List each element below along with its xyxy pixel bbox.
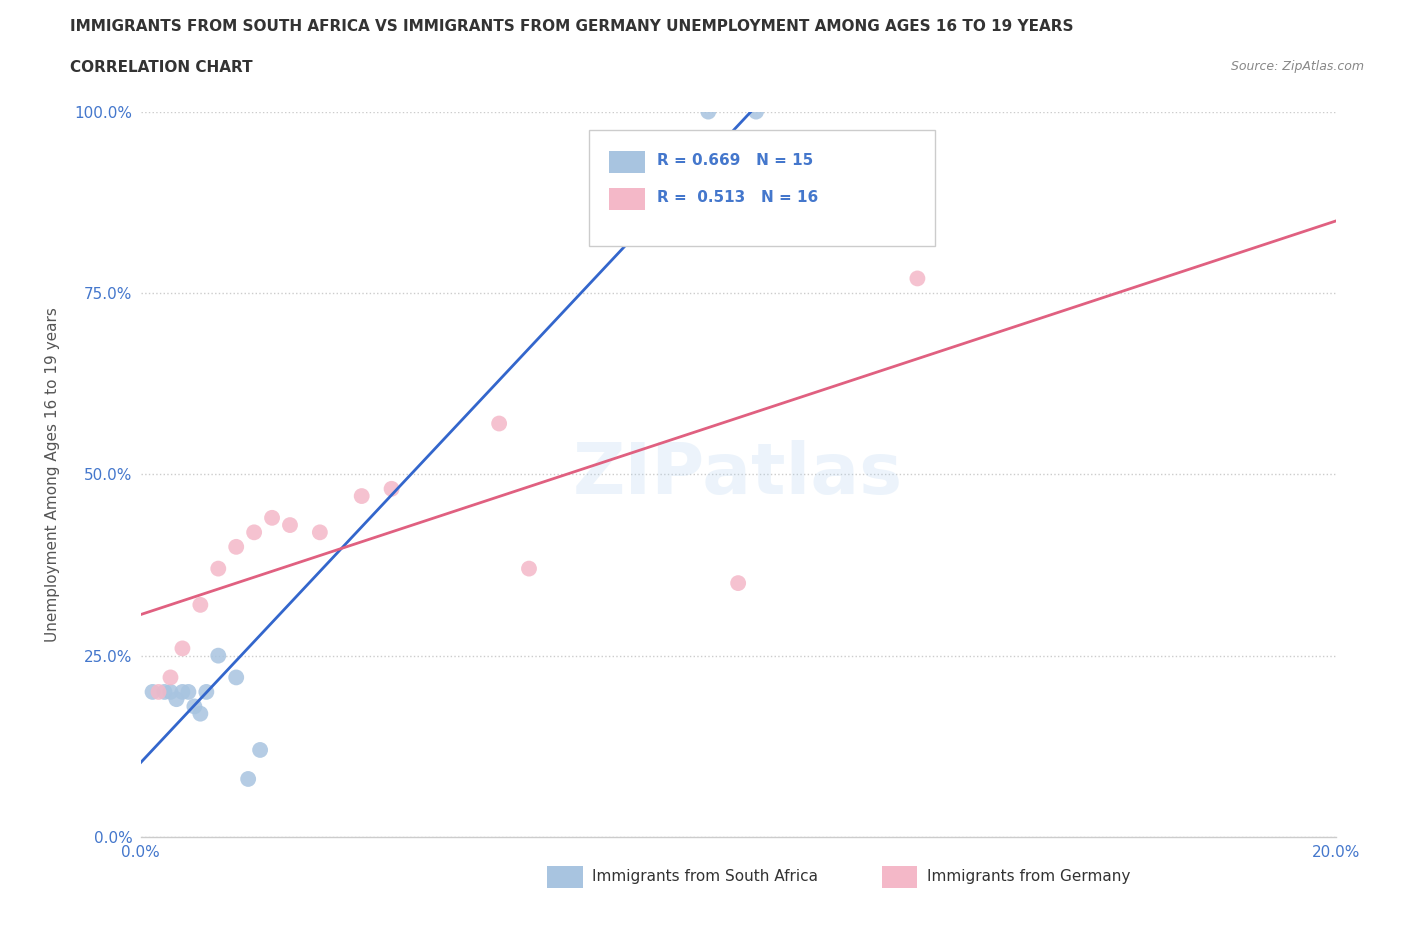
Point bbox=[350, 488, 373, 503]
Point bbox=[183, 699, 205, 714]
Point bbox=[236, 772, 259, 787]
Point bbox=[249, 742, 271, 757]
Text: IMMIGRANTS FROM SOUTH AFRICA VS IMMIGRANTS FROM GERMANY UNEMPLOYMENT AMONG AGES : IMMIGRANTS FROM SOUTH AFRICA VS IMMIGRAN… bbox=[70, 19, 1074, 33]
Point bbox=[278, 518, 301, 533]
Point bbox=[697, 104, 720, 119]
Bar bbox=[609, 152, 645, 173]
Point bbox=[488, 416, 510, 431]
Point bbox=[148, 684, 170, 699]
Point bbox=[727, 576, 749, 591]
Point bbox=[907, 271, 929, 286]
Text: CORRELATION CHART: CORRELATION CHART bbox=[70, 60, 253, 75]
Y-axis label: Unemployment Among Ages 16 to 19 years: Unemployment Among Ages 16 to 19 years bbox=[45, 307, 60, 642]
Point bbox=[195, 684, 218, 699]
Point bbox=[517, 561, 540, 576]
Point bbox=[225, 670, 247, 684]
Point bbox=[225, 539, 247, 554]
Point bbox=[188, 597, 212, 612]
Point bbox=[207, 561, 229, 576]
Point bbox=[141, 684, 163, 699]
Bar bbox=[882, 866, 918, 888]
Point bbox=[159, 684, 181, 699]
Text: Source: ZipAtlas.com: Source: ZipAtlas.com bbox=[1230, 60, 1364, 73]
Point bbox=[207, 648, 229, 663]
Text: R = 0.669   N = 15: R = 0.669 N = 15 bbox=[657, 153, 813, 168]
Point bbox=[166, 692, 188, 707]
Text: R =  0.513   N = 16: R = 0.513 N = 16 bbox=[657, 190, 818, 205]
Point bbox=[172, 684, 194, 699]
Point bbox=[262, 511, 284, 525]
Text: ZIPatlas: ZIPatlas bbox=[574, 440, 903, 509]
Text: Immigrants from Germany: Immigrants from Germany bbox=[927, 870, 1130, 884]
Point bbox=[745, 104, 768, 119]
Bar bbox=[547, 866, 583, 888]
Point bbox=[309, 525, 332, 539]
Point bbox=[177, 684, 200, 699]
Point bbox=[172, 641, 194, 656]
FancyBboxPatch shape bbox=[589, 130, 935, 246]
Point bbox=[159, 670, 181, 684]
Point bbox=[153, 684, 176, 699]
Text: Immigrants from South Africa: Immigrants from South Africa bbox=[592, 870, 818, 884]
Point bbox=[243, 525, 266, 539]
Point bbox=[380, 482, 404, 497]
Bar bbox=[609, 188, 645, 209]
Point bbox=[188, 706, 212, 721]
